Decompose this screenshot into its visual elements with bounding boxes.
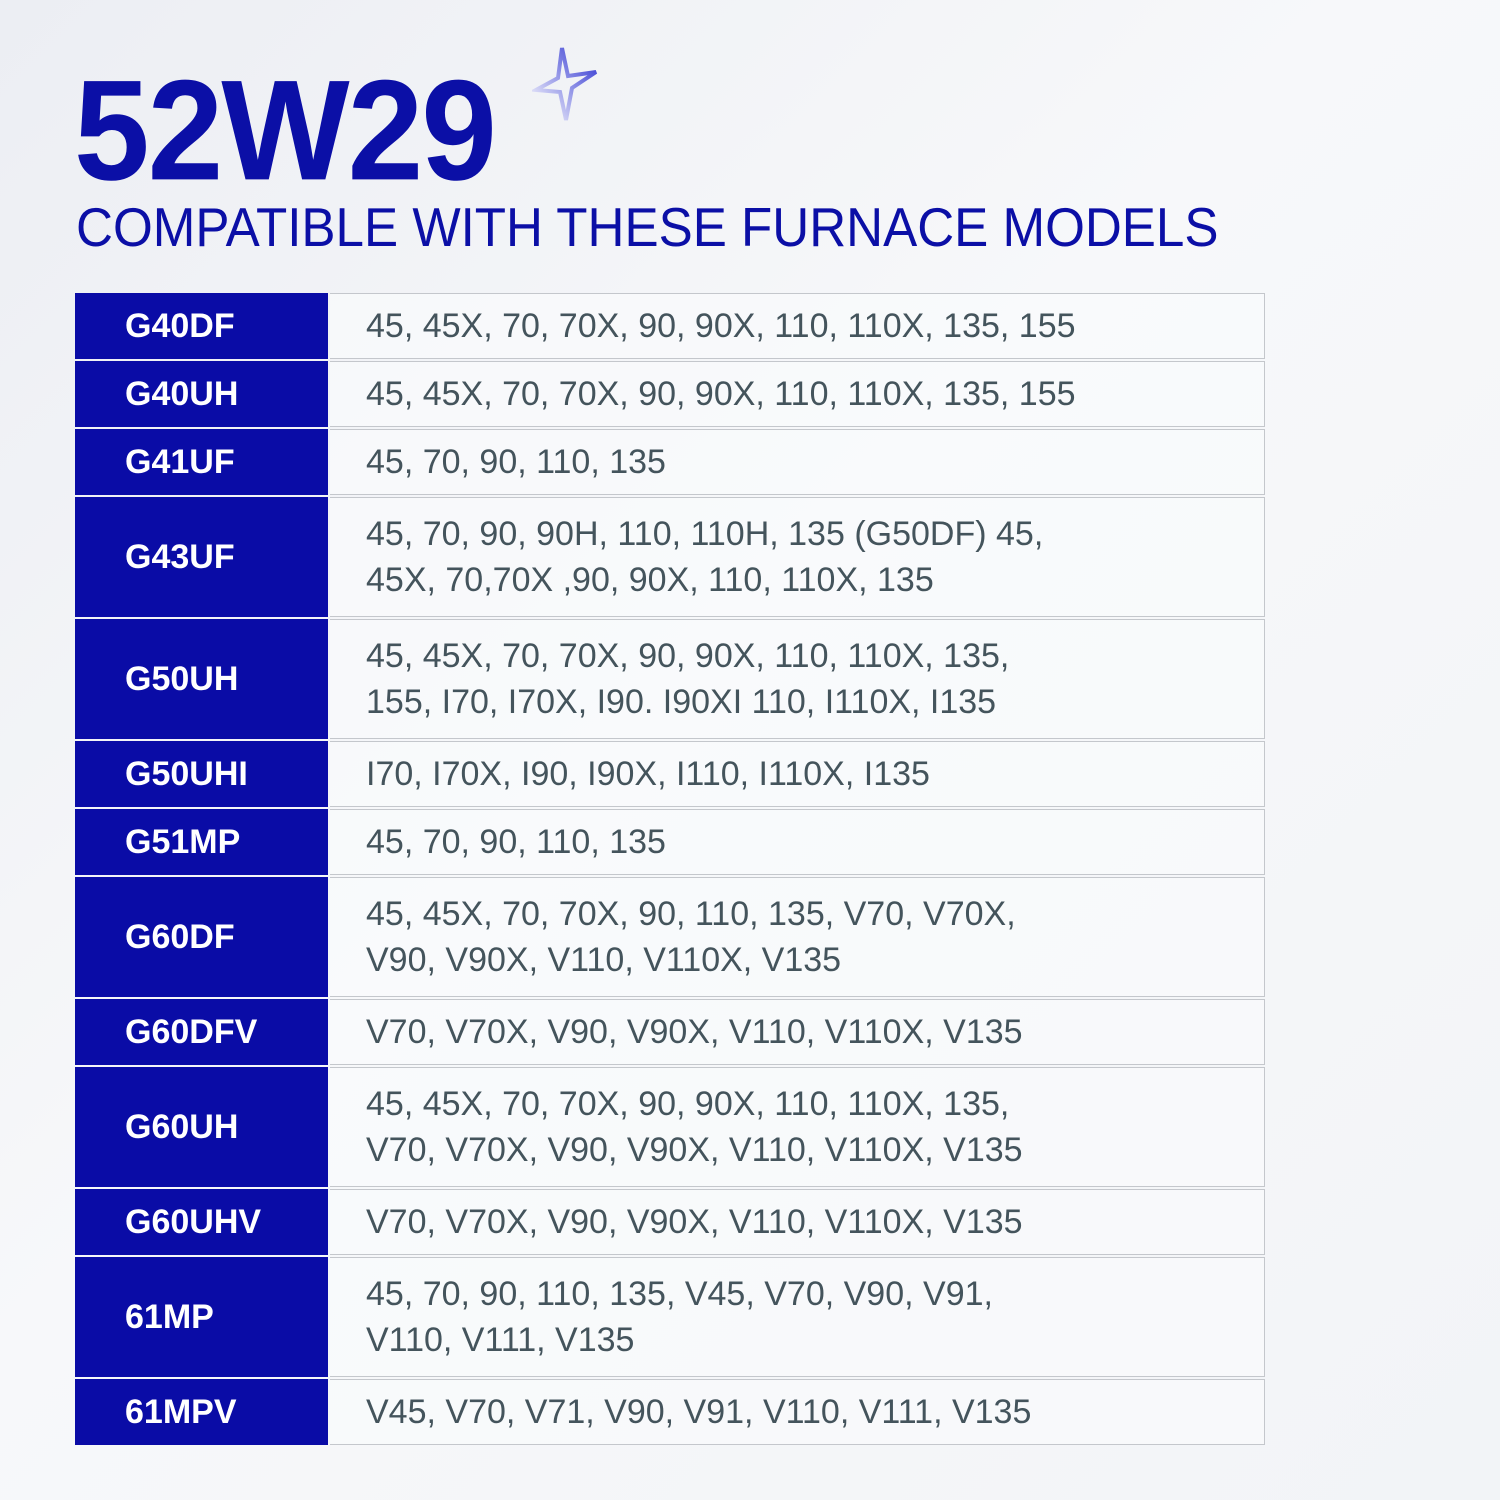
table-row: 61MPV V45, V70, V71, V90, V91, V110, V111… [75,1379,1265,1445]
compatible-values-cell: 45, 45X, 70, 70X, 90, 90X, 110, 110X, 13… [330,619,1265,739]
subtitle: COMPATIBLE WITH THESE FURNACE MODELS [76,196,1219,258]
table-row: G41UF 45, 70, 90, 110, 135 [75,429,1265,495]
model-cell: G51MP [75,809,328,875]
model-cell: G50UHI [75,741,328,807]
model-cell: G60UHV [75,1189,328,1255]
model-cell: G40DF [75,293,328,359]
table-row: G43UF 45, 70, 90, 90H, 110, 110H, 135 (G5… [75,497,1265,617]
compatible-values-cell: 45, 70, 90, 110, 135 [330,809,1265,875]
compatible-values-cell: V70, V70X, V90, V90X, V110, V110X, V135 [330,999,1265,1065]
table-row: G60DF 45, 45X, 70, 70X, 90, 110, 135, V70… [75,877,1265,997]
table-row: G40UH 45, 45X, 70, 70X, 90, 90X, 110, 110… [75,361,1265,427]
table-row: G60UHV V70, V70X, V90, V90X, V110, V110X,… [75,1189,1265,1255]
compatible-values-cell: I70, I70X, I90, I90X, I110, I110X, I135 [330,741,1265,807]
table-row: G60DFV V70, V70X, V90, V90X, V110, V110X,… [75,999,1265,1065]
model-cell: G41UF [75,429,328,495]
compatible-values-cell: 45, 70, 90, 110, 135 [330,429,1265,495]
compatible-values-cell: V70, V70X, V90, V90X, V110, V110X, V135 [330,1189,1265,1255]
table-row: G40DF 45, 45X, 70, 70X, 90, 90X, 110, 110… [75,293,1265,359]
sparkle-star-icon [532,47,598,121]
page-title: 52W29 [74,50,497,210]
table-row: G60UH 45, 45X, 70, 70X, 90, 90X, 110, 110… [75,1067,1265,1187]
table-row: 61MP 45, 70, 90, 110, 135, V45, V70, V90,… [75,1257,1265,1377]
table-row: G51MP 45, 70, 90, 110, 135 [75,809,1265,875]
compatible-values-cell: 45, 45X, 70, 70X, 90, 110, 135, V70, V70… [330,877,1265,997]
compatible-values-cell: 45, 70, 90, 90H, 110, 110H, 135 (G50DF) … [330,497,1265,617]
model-cell: 61MP [75,1257,328,1377]
compatibility-table: G40DF 45, 45X, 70, 70X, 90, 90X, 110, 110… [75,293,1265,1447]
table-row: G50UHI I70, I70X, I90, I90X, I110, I110X,… [75,741,1265,807]
model-cell: G50UH [75,619,328,739]
model-cell: G60UH [75,1067,328,1187]
compatible-values-cell: 45, 45X, 70, 70X, 90, 90X, 110, 110X, 13… [330,293,1265,359]
model-cell: G43UF [75,497,328,617]
compatible-values-cell: V45, V70, V71, V90, V91, V110, V111, V13… [330,1379,1265,1445]
model-cell: G60DFV [75,999,328,1065]
table-row: G50UH 45, 45X, 70, 70X, 90, 90X, 110, 110… [75,619,1265,739]
model-cell: G40UH [75,361,328,427]
model-cell: 61MPV [75,1379,328,1445]
compatible-values-cell: 45, 45X, 70, 70X, 90, 90X, 110, 110X, 13… [330,361,1265,427]
model-cell: G60DF [75,877,328,997]
compatible-values-cell: 45, 70, 90, 110, 135, V45, V70, V90, V91… [330,1257,1265,1377]
compatible-values-cell: 45, 45X, 70, 70X, 90, 90X, 110, 110X, 13… [330,1067,1265,1187]
